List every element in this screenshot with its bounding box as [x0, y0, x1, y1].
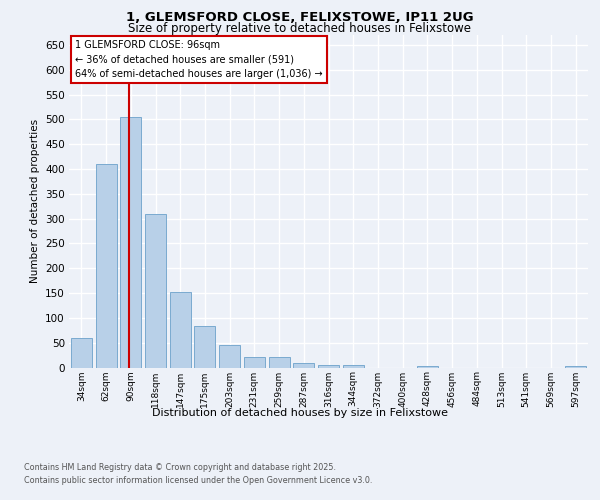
Bar [244, 356, 265, 368]
Bar [71, 338, 92, 368]
Text: Size of property relative to detached houses in Felixstowe: Size of property relative to detached ho… [128, 22, 472, 35]
Bar [269, 356, 290, 368]
Bar [565, 366, 586, 368]
Text: 1 GLEMSFORD CLOSE: 96sqm
← 36% of detached houses are smaller (591)
64% of semi-: 1 GLEMSFORD CLOSE: 96sqm ← 36% of detach… [75, 40, 323, 79]
Bar [95, 164, 116, 368]
Text: Contains public sector information licensed under the Open Government Licence v3: Contains public sector information licen… [24, 476, 373, 485]
Bar [417, 366, 438, 368]
Bar [293, 362, 314, 368]
Text: 1, GLEMSFORD CLOSE, FELIXSTOWE, IP11 2UG: 1, GLEMSFORD CLOSE, FELIXSTOWE, IP11 2UG [126, 11, 474, 24]
Bar [343, 364, 364, 368]
Text: Distribution of detached houses by size in Felixstowe: Distribution of detached houses by size … [152, 408, 448, 418]
Bar [170, 292, 191, 368]
Bar [194, 326, 215, 368]
Text: Contains HM Land Registry data © Crown copyright and database right 2025.: Contains HM Land Registry data © Crown c… [24, 462, 336, 471]
Y-axis label: Number of detached properties: Number of detached properties [29, 119, 40, 284]
Bar [145, 214, 166, 368]
Bar [219, 344, 240, 368]
Bar [120, 117, 141, 368]
Bar [318, 364, 339, 368]
